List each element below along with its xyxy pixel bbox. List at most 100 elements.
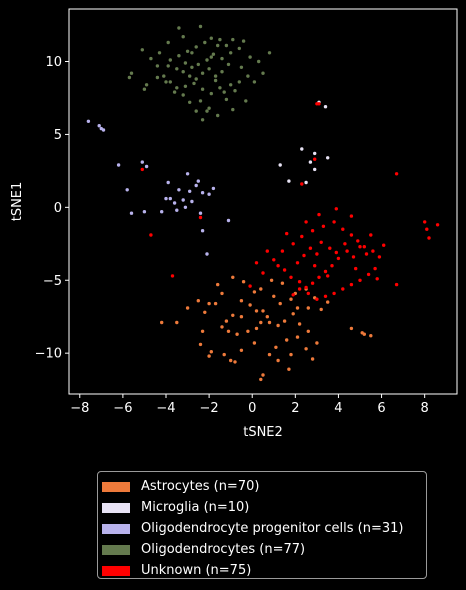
- legend-item-astrocytes: Astrocytes (n=70): [102, 476, 426, 497]
- data-point: [198, 24, 203, 29]
- data-point: [304, 220, 308, 224]
- data-point: [323, 269, 328, 274]
- data-point: [205, 252, 209, 256]
- data-point: [246, 329, 250, 333]
- y-axis-ticks: −10 −5 0 5 10: [35, 55, 69, 362]
- data-point: [282, 268, 287, 272]
- legend-item-microglia: Microglia (n=10): [102, 497, 426, 518]
- data-point: [265, 249, 269, 253]
- data-point: [364, 252, 369, 256]
- data-point: [323, 294, 328, 298]
- data-point: [261, 373, 265, 377]
- data-point: [382, 243, 386, 247]
- x-tick-label: 0: [248, 401, 256, 416]
- series-3: [127, 24, 272, 122]
- data-point: [310, 281, 315, 285]
- data-point: [194, 183, 198, 188]
- data-point: [185, 306, 190, 310]
- data-point: [239, 65, 244, 70]
- data-point: [188, 74, 192, 78]
- data-point: [142, 87, 147, 91]
- data-point: [190, 199, 194, 204]
- data-point: [196, 299, 200, 303]
- data-point: [224, 97, 229, 102]
- data-point: [203, 310, 207, 314]
- data-point: [172, 90, 177, 94]
- legend-item-oligodendrocytes: Oligodendrocytes (n=77): [102, 539, 426, 560]
- data-point: [308, 160, 313, 164]
- data-point: [194, 77, 198, 81]
- data-point: [341, 287, 345, 291]
- data-point: [226, 62, 231, 67]
- data-point: [226, 329, 231, 333]
- data-point: [351, 255, 356, 259]
- data-point: [166, 64, 170, 68]
- data-point: [222, 352, 226, 357]
- data-point: [349, 326, 354, 331]
- y-tick-label: 0: [54, 201, 62, 216]
- data-point: [330, 264, 334, 268]
- data-point: [185, 49, 190, 53]
- legend-swatch-astrocytes: [102, 481, 130, 492]
- data-point: [194, 109, 198, 113]
- data-point: [354, 266, 358, 271]
- legend-swatch-microglia: [102, 502, 130, 513]
- data-point: [295, 335, 300, 339]
- data-point: [349, 282, 354, 287]
- data-point: [276, 358, 280, 363]
- data-point: [334, 250, 338, 255]
- data-point: [267, 352, 272, 357]
- data-point: [200, 191, 205, 195]
- data-point: [246, 74, 250, 78]
- data-point: [304, 347, 308, 351]
- data-point: [220, 56, 224, 61]
- data-point: [300, 182, 304, 186]
- data-point: [200, 87, 205, 91]
- data-point: [237, 80, 241, 84]
- data-point: [220, 325, 224, 329]
- legend-label-microglia: Microglia (n=10): [141, 500, 250, 515]
- data-point: [254, 261, 259, 265]
- data-point: [229, 51, 233, 55]
- data-point: [280, 249, 285, 253]
- series-1: [278, 100, 330, 185]
- legend-swatch-opc: [102, 523, 130, 534]
- data-point: [356, 239, 360, 243]
- data-point: [297, 322, 302, 326]
- data-point: [252, 80, 257, 84]
- data-point: [269, 278, 274, 282]
- data-point: [377, 255, 382, 259]
- legend-label-oligodendrocytes: Oligodendrocytes (n=77): [141, 542, 306, 557]
- plot-area-frame: [68, 8, 458, 395]
- data-point: [248, 303, 252, 307]
- data-point: [289, 297, 293, 301]
- data-point: [259, 287, 263, 291]
- data-point: [261, 309, 265, 313]
- data-point: [362, 332, 366, 336]
- data-point: [205, 58, 209, 62]
- data-point: [198, 342, 203, 347]
- y-axis-label: tSNE1: [10, 182, 25, 222]
- data-point: [328, 246, 332, 250]
- data-point: [315, 297, 319, 301]
- data-point: [300, 234, 304, 239]
- data-point: [233, 360, 237, 364]
- data-point: [317, 212, 321, 217]
- data-point: [304, 180, 308, 185]
- data-point: [190, 65, 194, 70]
- data-point: [224, 43, 229, 48]
- data-point: [181, 93, 185, 97]
- data-point: [216, 113, 220, 118]
- data-point: [231, 313, 235, 317]
- data-point: [231, 275, 235, 279]
- data-point: [252, 341, 257, 345]
- data-point: [317, 102, 321, 106]
- data-point: [129, 71, 134, 75]
- legend-item-opc: Oligodendrocyte progenitor cells (n=31): [102, 518, 426, 539]
- data-point: [310, 229, 315, 233]
- data-point: [291, 242, 295, 246]
- x-tick-label: 4: [334, 401, 342, 416]
- data-point: [315, 252, 319, 256]
- data-point: [168, 80, 172, 84]
- data-point: [205, 109, 209, 113]
